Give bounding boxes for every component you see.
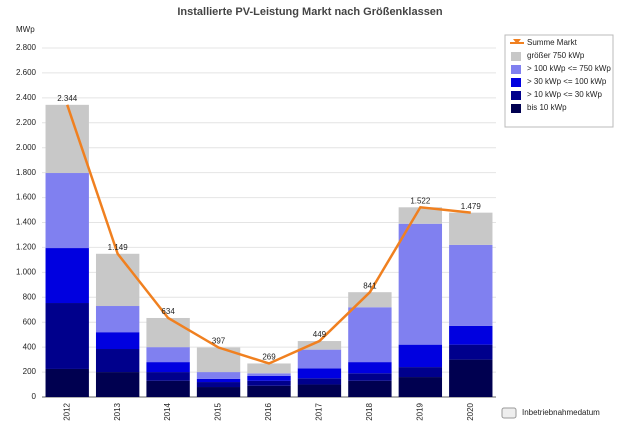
data-label: 634 [161,307,175,316]
x-tick-label: 2016 [264,402,273,420]
bar-segment [348,292,392,308]
y-axis-label: MWp [16,25,35,34]
x-tick-label: 2019 [415,402,424,420]
data-label: 1.479 [461,202,482,211]
bar-segment [247,363,291,374]
legend-marker [513,39,521,44]
bar-segment [146,380,190,397]
legend-label: größer 750 kWp [527,51,585,60]
y-tick-label: 400 [23,342,37,351]
bar-segment [449,325,493,345]
bar-segment [146,347,190,363]
x-tick-label: 2014 [163,402,172,420]
legend-label: > 30 kWp <= 100 kWp [527,77,607,86]
legend-swatch [511,91,521,100]
bar-segment [449,359,493,397]
y-tick-label: 1.000 [16,267,37,276]
y-tick-label: 600 [23,317,37,326]
x-tick-label: 2013 [113,402,122,420]
x-axis-label: Inbetriebnahmedatum [522,408,600,417]
data-label: 1.522 [410,196,431,205]
bar-segment [247,380,291,386]
bar-segment [247,373,291,376]
y-tick-label: 0 [32,392,37,401]
data-label: 397 [212,337,226,346]
y-tick-label: 2.800 [16,43,37,52]
chart-title: Installierte PV-Leistung Markt nach Größ… [177,6,443,18]
data-label: 2.344 [57,94,78,103]
legend-swatch [511,65,521,74]
y-tick-label: 2.000 [16,143,37,152]
y-tick-label: 1.400 [16,218,37,227]
bar-segment [196,372,241,379]
bar-segment [398,344,443,368]
legend-label: > 100 kWp <= 750 kWp [527,64,611,73]
bar-segment [398,223,443,345]
bar-segment [95,332,140,350]
bar-segment [398,367,443,378]
bar-segment [146,362,190,373]
data-label: 449 [313,330,327,339]
x-tick-label: 2015 [214,402,223,420]
bar-segment [297,378,342,385]
bar-segment [45,368,89,397]
x-tick-label: 2017 [315,402,324,420]
bar-segment [45,248,89,304]
y-tick-label: 2.200 [16,118,37,127]
bar-segment [348,380,392,397]
bar-segment [95,372,140,397]
bar-segment [146,317,190,348]
data-label: 1.149 [108,243,129,252]
legend [504,34,614,128]
y-tick-label: 200 [23,367,37,376]
legend-swatch [511,78,521,87]
bar-segment [348,373,392,381]
y-tick-label: 2.400 [16,93,37,102]
bar-segment [348,362,392,374]
bar-segment [297,341,342,350]
bar-segment [247,385,291,397]
legend-swatch [511,52,521,61]
y-tick-label: 1.800 [16,168,37,177]
bar-segment [449,344,493,360]
bar-segment [297,349,342,369]
bar-segment [348,307,392,363]
legend-swatch [511,104,521,113]
y-tick-label: 2.600 [16,68,37,77]
bar-segment [398,207,443,224]
bar-segment [95,349,140,373]
bar-segment [297,368,342,379]
bar-segment [45,173,89,249]
y-tick-label: 1.600 [16,193,37,202]
data-label: 841 [363,281,377,290]
icon [501,407,517,419]
bar-segment [196,382,241,388]
data-label: 269 [262,353,276,362]
bar-segment [196,378,241,383]
bar-segment [95,306,140,333]
x-tick-label: 2012 [62,402,71,420]
line [66,104,471,365]
bar-segment [95,253,140,307]
y-tick-label: 800 [23,292,37,301]
bar-segment [398,377,443,397]
bar-segment [247,375,291,381]
legend-label: Summe Markt [527,38,578,47]
x-tick-label: 2018 [365,402,374,420]
bar-segment [196,387,241,397]
legend-label: bis 10 kWp [527,103,567,112]
bar-segment [449,244,493,326]
legend-label: > 10 kWp <= 30 kWp [527,90,602,99]
y-tick-label: 1.200 [16,243,37,252]
bar-segment [45,303,89,369]
bar-segment [449,212,493,245]
bar-segment [146,372,190,381]
bar-segment [297,384,342,397]
bar-segment [45,104,89,174]
x-tick-label: 2020 [466,402,475,420]
